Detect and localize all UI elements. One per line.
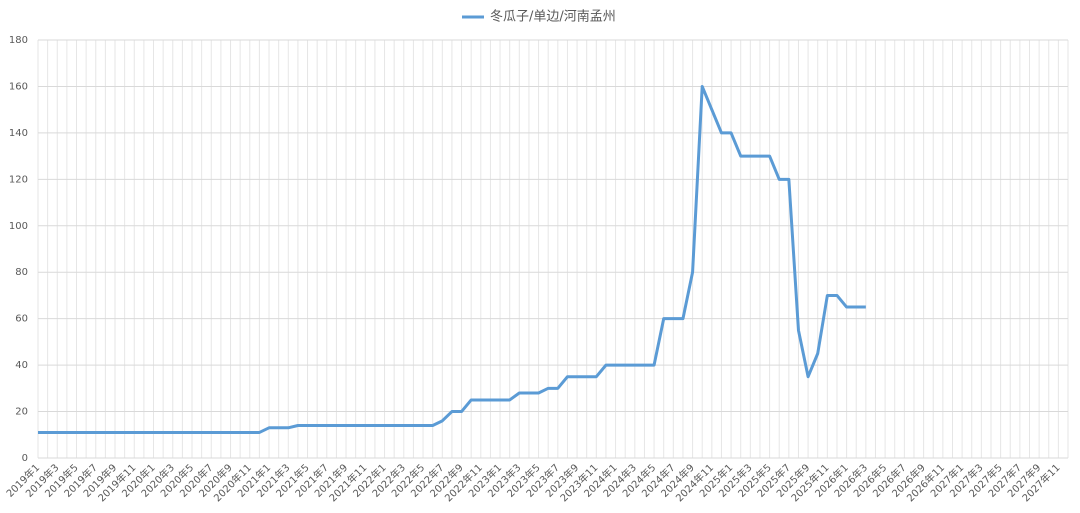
y-tick-label: 20 [15, 407, 28, 418]
legend-label: 冬瓜子/单边/河南孟州 [490, 9, 616, 25]
y-tick-label: 160 [9, 81, 28, 92]
y-tick-label: 80 [15, 267, 28, 278]
y-tick-label: 40 [15, 360, 28, 371]
y-tick-label: 180 [9, 35, 28, 46]
y-tick-label: 100 [9, 221, 28, 232]
y-tick-label: 140 [9, 128, 28, 139]
series-line [38, 84, 866, 434]
y-tick-label: 0 [22, 453, 28, 464]
y-tick-label: 120 [9, 174, 28, 185]
y-tick-label: 60 [15, 314, 28, 325]
